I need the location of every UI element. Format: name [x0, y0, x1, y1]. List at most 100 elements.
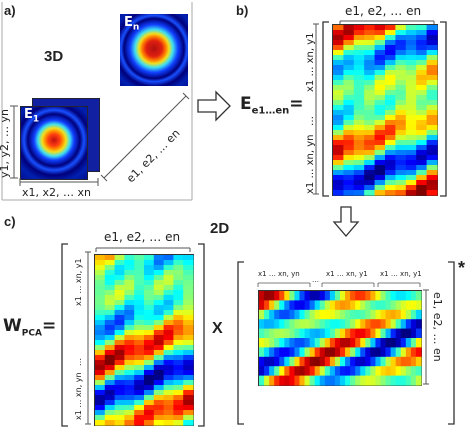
heatmap-w-pca-matrix-cell: [134, 410, 145, 416]
heatmap-e-matrix-cell: [416, 45, 428, 51]
heatmap-w-pca-matrix-cell: [183, 325, 194, 331]
heatmap-x-matrix-cell: [360, 375, 366, 386]
heatmap-w-pca-matrix-cell: [134, 310, 145, 316]
heatmap-e-matrix-cell: [353, 115, 365, 121]
heatmap-x-matrix-cell: [390, 291, 397, 301]
heatmap-e-matrix-cell: [395, 140, 407, 146]
heatmap-e-matrix-cell: [395, 90, 407, 96]
heatmap-e-matrix-cell: [416, 90, 428, 96]
heatmap-w-pca-matrix-cell: [114, 325, 125, 331]
heatmap-x-matrix-cell: [380, 328, 387, 339]
heatmap-e-matrix-cell: [426, 30, 438, 36]
heatmap-x-matrix-cell: [314, 309, 321, 320]
heatmap-x-matrix-cell: [345, 356, 351, 367]
heatmap-e-matrix-cell: [426, 115, 438, 121]
heatmap-w-pca-matrix-cell: [114, 320, 125, 326]
heatmap-x-matrix-cell: [400, 366, 407, 377]
heatmap-w-pca-matrix-cell: [124, 300, 135, 306]
heatmap-x-matrix-cell: [309, 309, 316, 320]
heatmap-x-matrix-cell: [319, 291, 326, 301]
heatmap-x-matrix-cell: [319, 375, 326, 386]
heatmap-w-pca-matrix-cell: [173, 365, 184, 371]
heatmap-w-pca-matrix-cell: [173, 290, 184, 296]
panel-c-title: 2D: [210, 220, 230, 237]
heatmap-e-matrix-cell: [333, 45, 344, 51]
heatmap-x-matrix-cell: [274, 291, 280, 301]
heatmap-e-matrix-cell: [333, 170, 344, 176]
heatmap-e-matrix-cell: [426, 85, 438, 91]
heatmap-w-pca-matrix-cell: [95, 415, 106, 421]
image-en: [120, 14, 188, 86]
heatmap-w-pca-matrix-cell: [104, 385, 116, 391]
heatmap-w-pca-matrix-cell: [144, 310, 155, 316]
heatmap-w-pca-matrix-cell: [183, 360, 194, 366]
heatmap-w-pca-matrix-cell: [163, 315, 174, 321]
heatmap-x-matrix-cell: [385, 319, 392, 330]
heatmap-w-pca-matrix-cell: [153, 350, 165, 356]
heatmap-x-matrix-cell: [345, 328, 351, 339]
heatmap-e-matrix-cell: [374, 145, 386, 151]
heatmap-w-pca-matrix-cell: [95, 300, 106, 306]
heatmap-e-matrix-cell: [405, 55, 417, 61]
heatmap-x-matrix-cell: [410, 309, 417, 320]
heatmap-x-matrix-cell: [370, 347, 377, 358]
heatmap-x-matrix-cell: [329, 338, 336, 348]
heatmap-e-matrix-cell: [416, 110, 428, 116]
heatmap-w-pca-matrix-cell: [153, 340, 165, 346]
heatmap-w-pca-matrix-cell: [183, 385, 194, 391]
heatmap-x-matrix-cell: [365, 309, 371, 320]
heatmap-x-matrix-cell: [395, 291, 402, 301]
heatmap-e-matrix-cell: [405, 145, 417, 151]
heatmap-x-matrix-cell: [405, 319, 412, 330]
heatmap-x-matrix-cell: [329, 375, 336, 386]
heatmap-x-matrix-cell: [355, 338, 361, 348]
panel-c-right-top-axis-right: x1 … xn, y1: [326, 270, 368, 278]
heatmap-e-matrix-cell: [353, 155, 365, 161]
heatmap-e-matrix-cell: [426, 185, 438, 191]
heatmap-x-matrix-cell: [259, 328, 265, 339]
heatmap-e-matrix-cell: [416, 35, 428, 41]
heatmap-e-matrix-cell: [364, 165, 376, 171]
heatmap-e-matrix-cell: [416, 75, 428, 81]
heatmap-w-pca-matrix-cell: [104, 255, 116, 261]
heatmap-w-pca-matrix-cell: [163, 385, 174, 391]
heatmap-e-matrix-cell: [353, 170, 365, 176]
heatmap-w-pca-matrix-cell: [173, 385, 184, 391]
heatmap-w-pca-matrix-cell: [173, 355, 184, 361]
heatmap-x-matrix-cell: [400, 356, 407, 367]
heatmap-w-pca-matrix-cell: [104, 315, 116, 321]
heatmap-e-matrix-cell: [333, 25, 344, 31]
heatmap-e-matrix-cell: [405, 150, 417, 156]
heatmap-e-matrix-cell: [353, 160, 365, 166]
heatmap-w-pca-matrix-cell: [104, 360, 116, 366]
heatmap-w-pca-matrix-cell: [114, 270, 125, 276]
heatmap-e-matrix-cell: [374, 135, 386, 141]
heatmap-w-pca-matrix-cell: [183, 295, 194, 301]
heatmap-w-pca-matrix-cell: [134, 305, 145, 311]
heatmap-e-matrix-cell: [385, 110, 396, 116]
heatmap-w-pca-matrix-cell: [163, 365, 174, 371]
heatmap-e-matrix-cell: [343, 35, 355, 41]
heatmap-w-pca-matrix-cell: [144, 255, 155, 261]
heatmap-e-matrix-cell: [395, 160, 407, 166]
heatmap-e-matrix-cell: [405, 130, 417, 136]
heatmap-x-matrix-cell: [329, 319, 336, 330]
heatmap-e-matrix-cell: [333, 50, 344, 56]
heatmap-e-matrix-cell: [395, 150, 407, 156]
heatmap-x-matrix-cell: [269, 328, 275, 339]
heatmap-w-pca-matrix-cell: [144, 355, 155, 361]
heatmap-w-pca-matrix-cell: [124, 270, 135, 276]
heatmap-x-matrix-cell: [269, 300, 275, 311]
heatmap-e-matrix-cell: [353, 165, 365, 171]
heatmap-e-matrix-cell: [343, 145, 355, 151]
heatmap-x-matrix-cell: [390, 319, 397, 330]
heatmap-e-matrix-cell: [343, 190, 355, 196]
heatmap-e-matrix-cell: [343, 105, 355, 111]
heatmap-x-matrix-cell: [370, 291, 377, 301]
heatmap-x-matrix-cell: [284, 338, 290, 348]
heatmap-x-matrix-cell: [319, 328, 326, 339]
heatmap-e-matrix-cell: [416, 170, 428, 176]
heatmap-x-matrix-cell: [289, 366, 296, 377]
heatmap-x-matrix-cell: [329, 328, 336, 339]
heatmap-e-matrix-cell: [405, 100, 417, 106]
